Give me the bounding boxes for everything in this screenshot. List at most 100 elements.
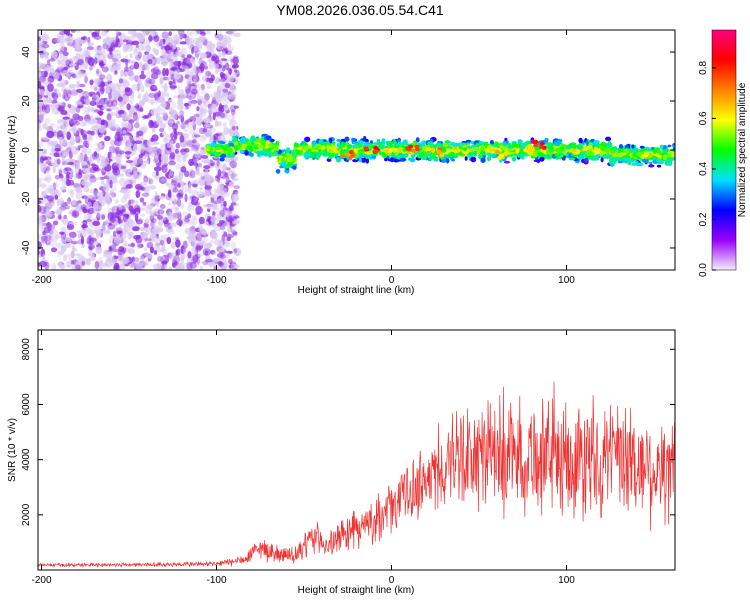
noise-blob — [191, 198, 198, 206]
noise-blob — [168, 266, 173, 270]
noise-blob — [233, 248, 238, 254]
band-blob — [568, 157, 576, 161]
noise-blob — [182, 248, 187, 254]
noise-blob — [124, 87, 131, 93]
noise-blob — [204, 244, 208, 249]
noise-blob — [157, 96, 166, 104]
band-blob — [275, 147, 280, 152]
noise-blob — [115, 237, 123, 241]
noise-blob — [98, 239, 105, 244]
band-blob — [449, 142, 456, 146]
peak-blob — [531, 139, 536, 144]
noise-blob — [220, 184, 224, 189]
noise-blob — [123, 136, 127, 144]
noise-blob — [115, 34, 119, 44]
noise-blob — [135, 234, 143, 244]
noise-blob — [100, 197, 107, 205]
noise-blob — [114, 133, 121, 141]
band-blob — [593, 140, 599, 145]
noise-blob — [205, 81, 211, 85]
noise-blob — [96, 68, 100, 75]
noise-blob — [91, 237, 97, 242]
noise-blob — [81, 36, 86, 41]
noise-blob — [145, 44, 152, 53]
noise-blob — [204, 30, 212, 35]
noise-blob — [58, 197, 64, 205]
noise-blob — [224, 36, 232, 44]
noise-blob — [87, 207, 95, 215]
noise-blob — [180, 122, 186, 130]
noise-blob — [184, 218, 191, 223]
noise-blob — [58, 34, 65, 44]
band-blob — [345, 159, 349, 163]
noise-blob — [233, 105, 239, 109]
noise-blob — [60, 46, 68, 53]
noise-blob — [63, 66, 69, 71]
band-blob — [327, 156, 333, 160]
noise-blob — [101, 30, 108, 37]
noise-blob — [59, 231, 65, 235]
noise-blob — [50, 162, 56, 166]
noise-blob — [149, 212, 154, 217]
noise-blob — [185, 95, 192, 99]
noise-blob — [100, 180, 105, 185]
noise-blob — [46, 130, 55, 139]
colorbar-tick-label: 0.4 — [698, 162, 709, 176]
noise-blob — [131, 114, 138, 121]
noise-blob — [101, 214, 106, 220]
noise-blob — [55, 124, 59, 132]
noise-blob — [195, 232, 203, 242]
noise-blob — [191, 30, 200, 36]
noise-blob — [131, 163, 137, 171]
noise-blob — [160, 83, 164, 89]
band-blob — [296, 146, 303, 151]
noise-blob — [83, 195, 89, 203]
noise-blob — [108, 103, 117, 111]
x-tick-label: 100 — [558, 275, 575, 286]
noise-blob — [128, 119, 135, 124]
noise-blob — [163, 234, 170, 238]
noise-blob — [200, 146, 205, 150]
noise-blob — [86, 221, 94, 225]
noise-blob — [197, 193, 202, 199]
noise-blob — [114, 70, 118, 75]
noise-blob — [146, 226, 154, 236]
noise-blob — [213, 207, 221, 213]
noise-blob — [166, 119, 174, 124]
noise-blob — [126, 36, 135, 41]
noise-blob — [202, 204, 208, 208]
noise-blob — [58, 69, 64, 74]
noise-blob — [161, 260, 168, 265]
band-blob — [219, 157, 225, 162]
band-blob — [234, 141, 238, 146]
noise-blob — [198, 178, 206, 187]
noise-blob — [83, 213, 92, 221]
noise-blob — [53, 132, 58, 137]
noise-blob — [178, 115, 183, 119]
noise-blob — [145, 81, 154, 87]
band-blob — [605, 154, 613, 158]
noise-blob — [186, 218, 193, 225]
noise-blob — [199, 52, 208, 59]
noise-blob — [120, 254, 125, 261]
noise-blob — [91, 31, 97, 37]
noise-blob — [121, 168, 128, 173]
noise-blob — [93, 188, 98, 196]
noise-blob — [202, 75, 207, 82]
noise-blob — [59, 154, 65, 158]
noise-blob — [224, 172, 229, 178]
noise-blob — [192, 37, 200, 45]
noise-blob — [39, 62, 46, 67]
colorbar-tick-label: 0.0 — [698, 263, 709, 277]
noise-blob — [213, 77, 220, 84]
noise-blob — [143, 251, 150, 257]
noise-blob — [46, 237, 50, 246]
noise-blob — [207, 215, 212, 221]
noise-blob — [53, 152, 60, 158]
noise-blob — [96, 192, 104, 196]
noise-blob — [135, 54, 141, 61]
noise-blob — [168, 99, 173, 104]
noise-blob — [177, 182, 181, 188]
noise-blob — [58, 42, 66, 52]
